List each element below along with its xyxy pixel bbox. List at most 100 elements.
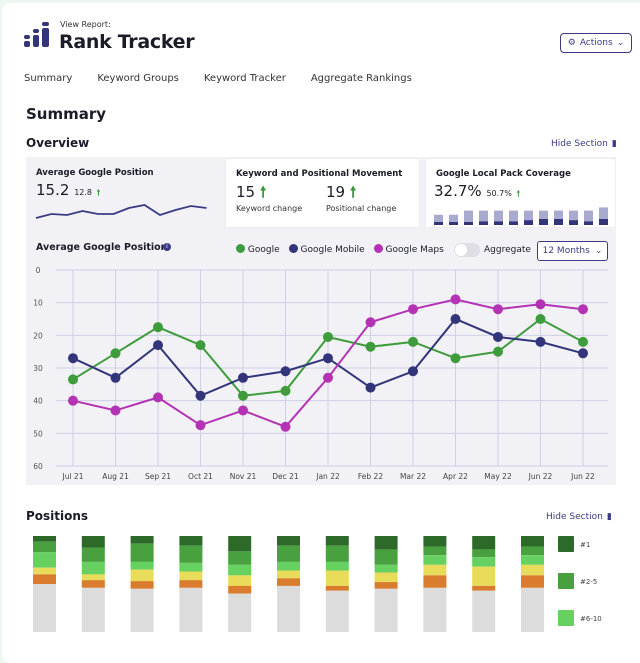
aggregate-toggle[interactable]: [454, 243, 480, 257]
chevron-down-icon: ⌄: [616, 38, 625, 48]
positions-segment: [130, 561, 154, 570]
positions-segment: [179, 580, 203, 588]
positions-segment: [325, 585, 349, 591]
average-position-chart: 0 10 20 30 40 50 60 Jul 21 Aug 21 Sep 21 Oct 21 Nov…: [33, 266, 608, 481]
range-select[interactable]: 12 Months ⌄: [537, 241, 608, 261]
y-tick-label: 60: [33, 462, 43, 471]
positions-segment: [277, 536, 300, 546]
positions-segment: [81, 561, 105, 575]
coverage-bar-highlight: [569, 220, 578, 225]
positions-segment: [81, 580, 105, 588]
positions-segment: [130, 588, 154, 632]
avg-position-value: 15.2: [36, 181, 70, 199]
positions-segment: [472, 536, 496, 550]
x-tick-label: Sep 21: [145, 472, 171, 481]
google-mobile-point: [110, 372, 121, 383]
google-mobile-point: [153, 340, 163, 351]
tab-summary[interactable]: Summary: [24, 73, 73, 84]
tab-keyword-tracker[interactable]: Keyword Tracker: [203, 73, 286, 84]
positions-segment: [472, 585, 496, 591]
hide-section-label: Hide Section: [551, 139, 608, 149]
legend-google[interactable]: Google: [236, 244, 280, 255]
positions-segment: [33, 567, 56, 575]
positions-segment: [228, 575, 252, 586]
x-tick-label: May 22: [484, 472, 512, 481]
hide-overview-button[interactable]: Hide Section ▮: [551, 139, 617, 149]
positions-segment: [423, 575, 447, 588]
positions-segment: [33, 552, 56, 568]
google-mobile-point: [195, 390, 206, 401]
x-tick-label: Oct 21: [188, 472, 213, 481]
coverage-bar-highlight: [509, 221, 518, 225]
local-pack-value: 32.7%: [434, 182, 482, 200]
card-title: Google Local Pack Coverage: [436, 169, 571, 179]
legend-label: #2-5: [580, 578, 597, 586]
positions-segment: [325, 561, 349, 571]
positions-segment: [472, 590, 496, 632]
legend-google-mobile[interactable]: Google Mobile: [288, 244, 365, 255]
x-tick-label: Jan 22: [315, 472, 340, 481]
coverage-bars: [434, 207, 608, 225]
positions-title: Positions: [26, 509, 89, 523]
avg-position-delta: 12.8: [74, 188, 92, 197]
positions-segment: [521, 555, 544, 565]
coverage-bar: [524, 210, 533, 225]
positions-segment: [179, 545, 203, 563]
aggregate-label: Aggregate: [484, 245, 531, 255]
google-maps-point: [450, 294, 461, 305]
legend-label: #6-10: [580, 615, 602, 623]
positions-segment: [228, 564, 252, 576]
positions-segment: [325, 545, 349, 562]
card-local-pack[interactable]: Google Local Pack Coverage 32.7% 50.7% 🠕: [425, 158, 616, 228]
bar-chart-icon: ▮: [611, 139, 617, 149]
keyword-change-label: Keyword change: [236, 204, 303, 213]
chevron-down-icon: ⌄: [594, 246, 603, 256]
card-average-position[interactable]: Average Google Position 15.2 12.8 🠕: [26, 158, 220, 228]
positions-segment: [33, 541, 56, 553]
rank-tracker-logo: [24, 22, 49, 47]
google-mobile-point: [365, 382, 376, 393]
positions-segment: [521, 587, 544, 632]
x-tick-label: Nov 21: [230, 472, 257, 481]
card-movement[interactable]: Keyword and Positional Movement 15 🠕 Key…: [225, 158, 420, 228]
coverage-bar: [539, 210, 548, 225]
arrow-up-icon: 🠕: [259, 183, 267, 201]
report-subtitle: View Report:: [60, 20, 111, 29]
chart-legend: Google Google Mobile Google Maps: [236, 244, 444, 255]
positions-segment: [228, 536, 252, 552]
sparkline: [35, 204, 207, 219]
google-maps-point: [535, 299, 546, 310]
google-maps-point: [365, 317, 376, 328]
legend-swatch: [558, 610, 574, 626]
coverage-bar-highlight: [524, 220, 533, 225]
tab-keyword-groups[interactable]: Keyword Groups: [97, 73, 179, 84]
google-mobile-point: [493, 331, 503, 342]
coverage-bar: [434, 214, 443, 225]
positions-segment: [130, 581, 154, 589]
info-icon[interactable]: i: [163, 243, 171, 251]
bar-chart-icon: ▮: [606, 512, 612, 522]
x-tick-label: Apr 22: [443, 472, 468, 481]
positions-segment: [81, 574, 105, 581]
coverage-bar-highlight: [449, 222, 458, 225]
x-tick-label: Feb 22: [358, 472, 383, 481]
positions-segment: [277, 545, 300, 562]
hide-positions-button[interactable]: Hide Section ▮: [546, 512, 612, 522]
google-point: [365, 341, 376, 352]
coverage-bar: [584, 210, 593, 225]
positions-segment: [521, 564, 544, 576]
google-mobile-point: [68, 353, 78, 364]
positions-segment: [33, 574, 56, 584]
legend-google-maps[interactable]: Google Maps: [373, 244, 444, 255]
positions-segment: [33, 584, 56, 632]
x-tick-label: Jun 22: [570, 472, 595, 481]
actions-button[interactable]: ⚙ Actions ⌄: [560, 33, 632, 53]
positions-segment: [277, 578, 300, 586]
actions-label: Actions: [579, 38, 613, 48]
tab-aggregate-rankings[interactable]: Aggregate Rankings: [310, 73, 412, 84]
positions-segment: [179, 587, 203, 632]
google-maps-point: [110, 405, 121, 416]
y-tick-label: 30: [33, 364, 43, 373]
positions-segment: [472, 566, 496, 586]
coverage-bar: [509, 210, 518, 225]
